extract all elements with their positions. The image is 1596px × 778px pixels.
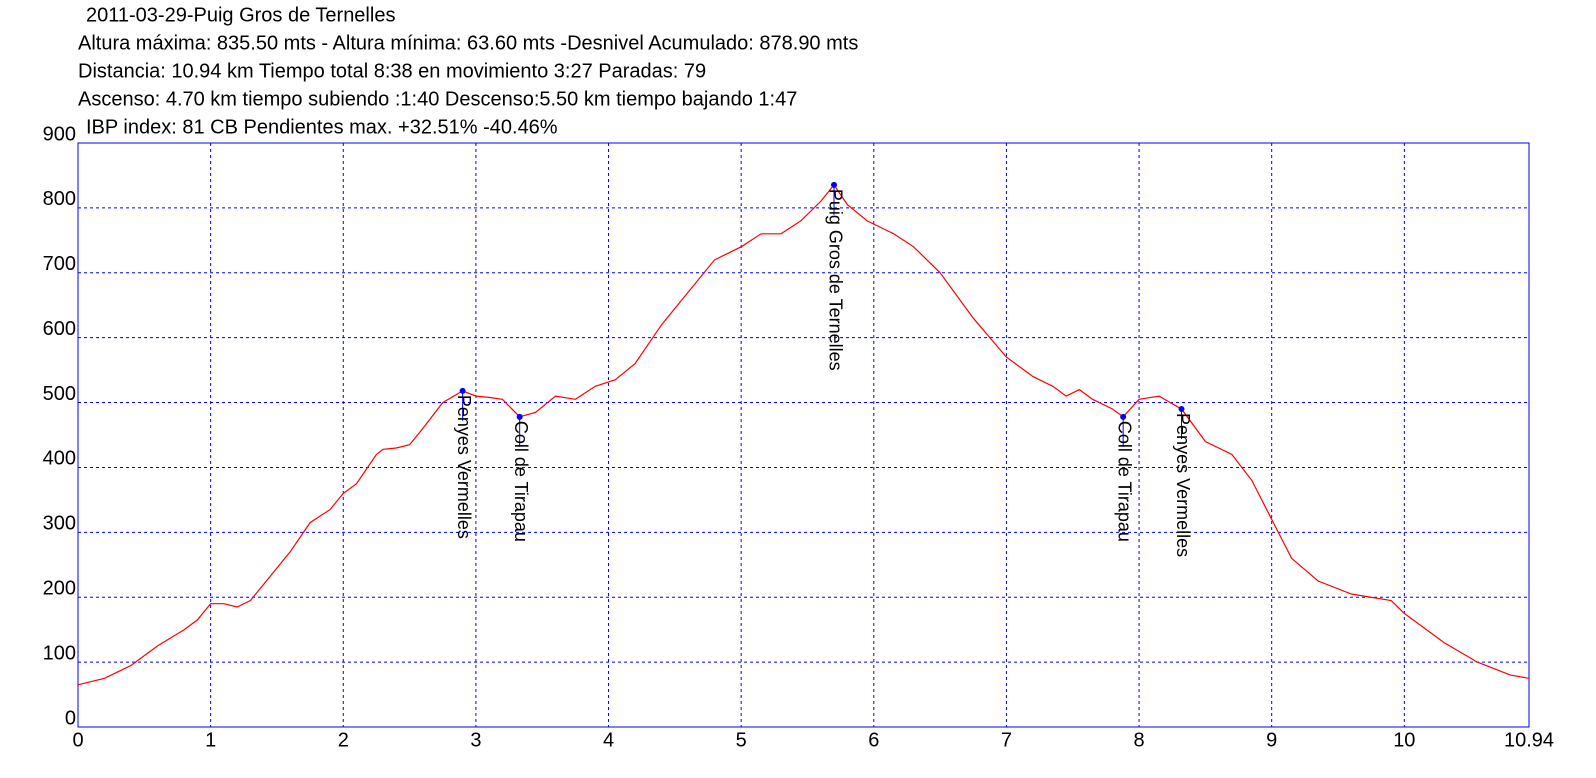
annotation-label: Puig Gros de Ternelles [825,189,845,371]
y-tick-label: 0 [65,707,76,729]
x-tick-label: 9 [1266,729,1277,751]
y-tick-label: 100 [43,642,76,664]
annotation-label: Penyes Vermelles [454,395,474,539]
x-tick-label: 6 [868,729,879,751]
x-tick-label: 7 [1001,729,1012,751]
annotation-marker [1178,406,1185,413]
plot-frame [77,142,1530,728]
x-tick-label: 2 [338,729,349,751]
x-tick-label: 10.94 [1504,729,1554,751]
y-tick-label: 500 [43,383,76,405]
x-tick-label: 8 [1133,729,1144,751]
x-tick-label: 3 [470,729,481,751]
x-tick-label: 0 [72,729,83,751]
y-tick-label: 900 [43,123,76,145]
annotation-marker [831,181,838,188]
x-tick-label: 10 [1393,729,1415,751]
y-tick-label: 300 [43,513,76,535]
x-tick-label: 4 [603,729,614,751]
subtitle: Ascenso: 4.70 km tiempo subiendo :1:40 D… [78,88,797,110]
elevation-line [77,183,1530,686]
annotation-marker [1120,413,1127,420]
y-tick-label: 400 [43,448,76,470]
annotation-marker [459,387,466,394]
subtitle: IBP index: 81 CB Pendientes max. +32.51%… [86,116,558,138]
y-tick-label: 700 [43,253,76,275]
y-tick-label: 600 [43,318,76,340]
annotation-marker [516,413,523,420]
y-tick-label: 800 [43,188,76,210]
annotation-label: Coll de Tirapau [1114,421,1134,542]
annotation-label: Coll de Tirapau [511,421,531,542]
x-tick-label: 5 [736,729,747,751]
subtitle: Altura máxima: 835.50 mts - Altura mínim… [78,32,858,54]
x-tick-label: 1 [205,729,216,751]
annotation-label: Penyes Vermelles [1173,413,1193,557]
y-tick-label: 200 [43,578,76,600]
subtitle: Distancia: 10.94 km Tiempo total 8:38 en… [78,60,706,82]
chart-title: 2011-03-29-Puig Gros de Ternelles [86,4,395,26]
